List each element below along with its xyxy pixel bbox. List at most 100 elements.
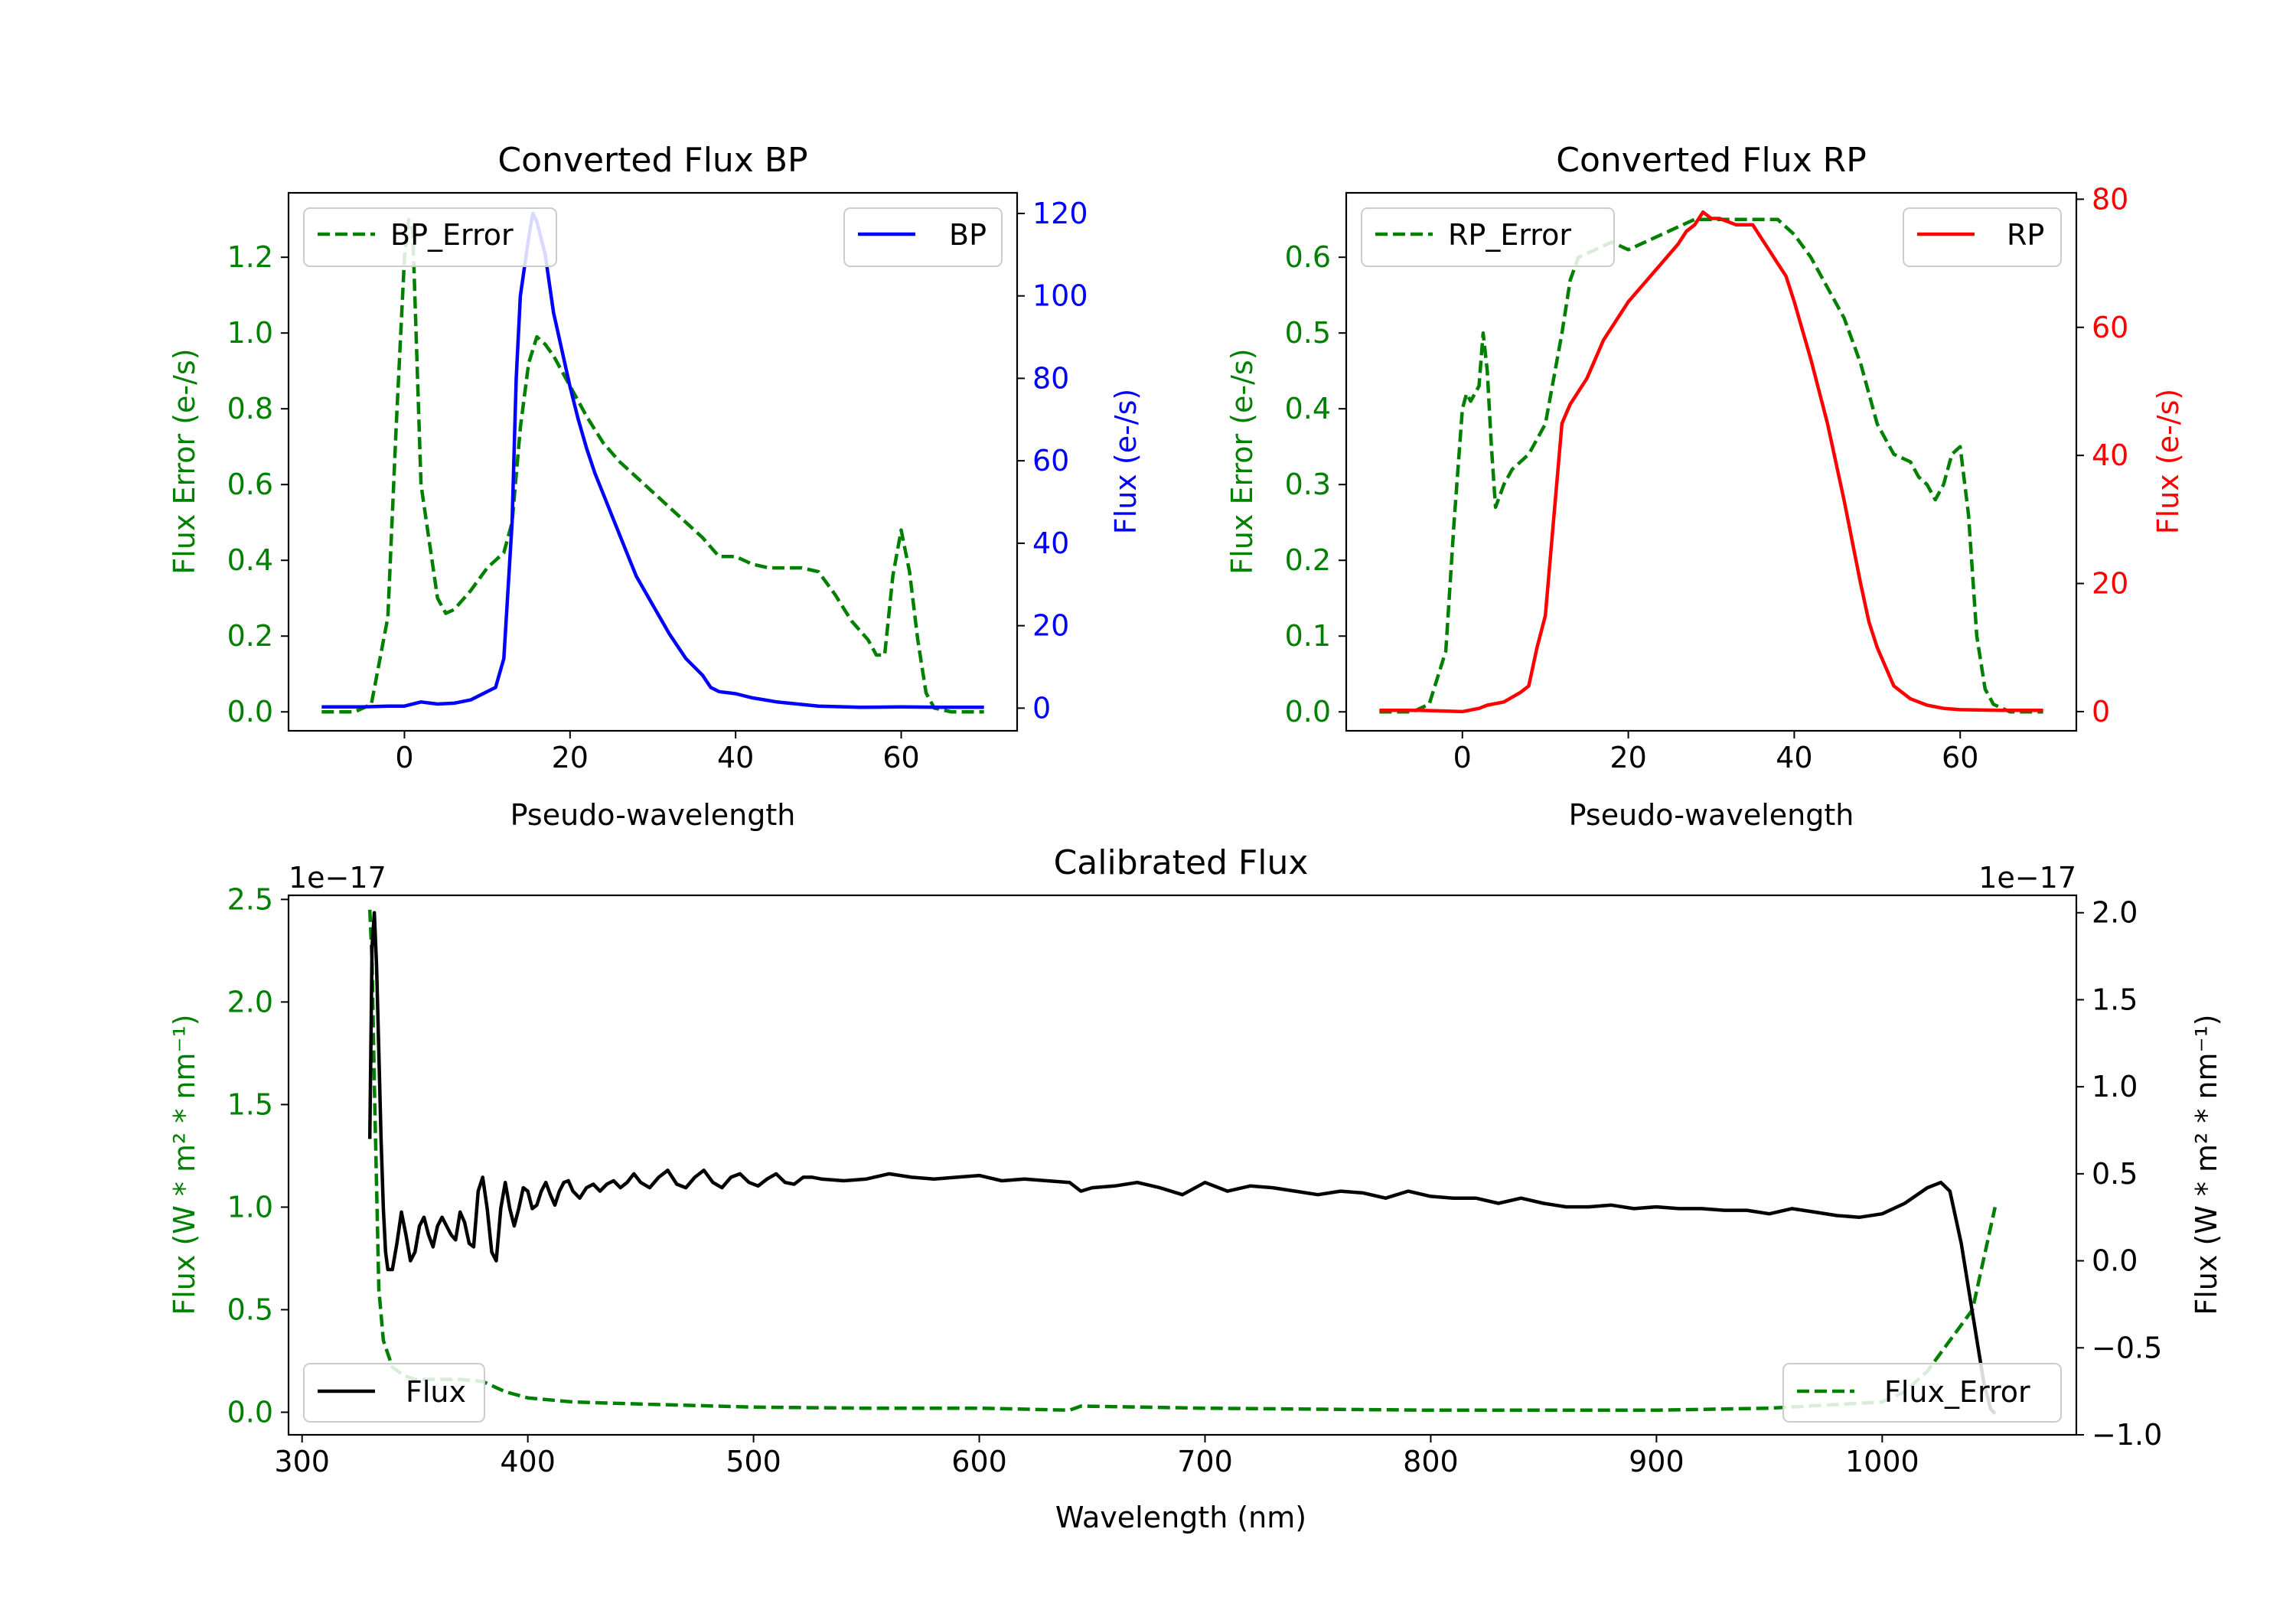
calibrated-axes-frame bbox=[287, 894, 2078, 1436]
rp-legend-flux-label: RP bbox=[2007, 218, 2044, 252]
rp-left-tick-label: 0.2 bbox=[1285, 543, 1331, 577]
calibrated-legend-error: Flux_Error bbox=[1782, 1363, 2062, 1423]
calibrated-plot-body bbox=[367, 909, 1997, 1416]
cal-x-tick-label: 900 bbox=[1629, 1445, 1684, 1478]
bp-series-bp bbox=[321, 211, 984, 709]
rp-right-axis-label: Flux (e-/s) bbox=[2151, 389, 2185, 534]
rp-right-tick-label: 60 bbox=[2092, 311, 2128, 344]
rp-left-tick-label: 0.3 bbox=[1285, 468, 1331, 501]
bp-right-tick-label: 120 bbox=[1032, 197, 1088, 230]
calibrated-legend-flux-label: Flux bbox=[406, 1375, 466, 1409]
cal-series-flux-error bbox=[367, 909, 1997, 1413]
bp-right-axis-label: Flux (e-/s) bbox=[1109, 389, 1143, 534]
rp-x-axis: 0 20 40 60 bbox=[1453, 731, 1978, 774]
cal-left-tick-label: 2.0 bbox=[227, 985, 273, 1019]
rp-right-axis: 0 20 40 60 80 bbox=[2076, 182, 2128, 729]
cal-x-tick-label: 400 bbox=[500, 1445, 556, 1478]
cal-right-tick-label: −1.0 bbox=[2092, 1418, 2162, 1452]
bp-plot-body bbox=[321, 211, 984, 714]
bp-x-tick-label: 0 bbox=[395, 741, 413, 774]
rp-panel: Converted Flux RP 0.00.10.20.30.40.50.6 … bbox=[1225, 141, 2185, 832]
rp-right-tick-label: 80 bbox=[2092, 182, 2128, 216]
rp-left-tick-label: 0.4 bbox=[1285, 392, 1331, 425]
bp-x-label: Pseudo-wavelength bbox=[510, 798, 796, 832]
cal-left-tick-label: 1.0 bbox=[227, 1190, 273, 1224]
bp-right-axis: 0 20 40 60 80 100 120 bbox=[1017, 197, 1088, 725]
cal-series-flux bbox=[367, 911, 1997, 1416]
rp-x-label: Pseudo-wavelength bbox=[1569, 798, 1854, 832]
rp-x-tick-label: 40 bbox=[1776, 741, 1812, 774]
calibrated-right-axis: −1.0 −0.5 0.0 0.5 1.0 1.5 2.0 bbox=[2076, 896, 2162, 1452]
rp-legend-error-label: RP_Error bbox=[1448, 218, 1571, 252]
cal-x-tick-label: 300 bbox=[274, 1445, 330, 1478]
cal-right-tick-label: −0.5 bbox=[2092, 1331, 2162, 1364]
bp-panel: Converted Flux BP 0.00.20.40.60.81.01.2 … bbox=[168, 141, 1143, 832]
calibrated-title: Calibrated Flux bbox=[1054, 843, 1309, 882]
calibrated-right-offset: 1e−17 bbox=[1978, 861, 2076, 895]
cal-right-tick-label: 2.0 bbox=[2092, 896, 2138, 930]
rp-left-tick-label: 0.1 bbox=[1285, 619, 1331, 653]
rp-left-tick-label: 0.5 bbox=[1285, 316, 1331, 350]
rp-left-axis: 0.0 0.1 0.2 0.3 0.4 0.5 0.6 bbox=[1285, 240, 1346, 729]
rp-legend-error: RP_Error bbox=[1361, 207, 1615, 267]
calibrated-legend-flux: Flux bbox=[303, 1363, 485, 1423]
bp-x-axis: 0 20 40 60 bbox=[395, 731, 920, 774]
cal-x-tick-label: 800 bbox=[1403, 1445, 1459, 1478]
rp-axes-frame bbox=[1345, 191, 2078, 732]
bp-right-tick-label: 40 bbox=[1032, 526, 1069, 560]
calibrated-left-offset: 1e−17 bbox=[289, 861, 386, 895]
bp-legend-error: BP_Error bbox=[303, 207, 557, 267]
bp-left-tick-label: 0.6 bbox=[227, 468, 273, 501]
bp-left-axis: 0.0 0.2 0.4 0.6 0.8 1.0 1.2 bbox=[227, 240, 289, 729]
rp-legend-flux: RP bbox=[1903, 207, 2062, 267]
bp-x-tick-label: 20 bbox=[552, 741, 589, 774]
bp-left-tick-label: 0.4 bbox=[227, 543, 273, 577]
rp-plot-body bbox=[1379, 210, 2043, 714]
bp-left-tick-label: 0.0 bbox=[227, 695, 273, 729]
rp-left-tick-label: 0.6 bbox=[1285, 240, 1331, 274]
cal-x-tick-label: 600 bbox=[951, 1445, 1007, 1478]
bp-left-tick-label: 1.0 bbox=[227, 316, 273, 350]
rp-left-axis-label: Flux Error (e-/s) bbox=[1225, 348, 1259, 574]
cal-right-tick-label: 1.5 bbox=[2092, 983, 2138, 1016]
bp-axes-frame bbox=[287, 191, 1019, 732]
rp-series-rp-error bbox=[1379, 217, 2043, 714]
cal-right-tick-label: 0.5 bbox=[2092, 1157, 2138, 1191]
rp-left-tick-label: 0.0 bbox=[1285, 695, 1331, 729]
rp-right-tick-label: 40 bbox=[2092, 438, 2128, 472]
bp-left-tick-label: 0.2 bbox=[227, 619, 273, 653]
cal-right-tick-label: 0.0 bbox=[2092, 1244, 2138, 1278]
bp-left-axis-label: Flux Error (e-/s) bbox=[168, 348, 201, 574]
bp-left-tick-label: 0.8 bbox=[227, 392, 273, 425]
cal-right-tick-label: 1.0 bbox=[2092, 1070, 2138, 1103]
bp-right-tick-label: 100 bbox=[1032, 279, 1088, 313]
cal-left-tick-label: 0.5 bbox=[227, 1292, 273, 1326]
bp-legend-flux: BP bbox=[843, 207, 1003, 267]
cal-x-tick-label: 1000 bbox=[1845, 1445, 1919, 1478]
bp-legend-error-label: BP_Error bbox=[390, 218, 514, 252]
bp-series-bp-error bbox=[321, 217, 984, 714]
cal-left-tick-label: 1.5 bbox=[227, 1087, 273, 1121]
calibrated-x-axis: 300 400 500 600 700 800 900 1000 bbox=[274, 1435, 1919, 1478]
rp-right-tick-label: 0 bbox=[2092, 695, 2110, 729]
cal-x-tick-label: 500 bbox=[726, 1445, 781, 1478]
cal-left-tick-label: 2.5 bbox=[227, 882, 273, 916]
calibrated-panel: Calibrated Flux 1e−17 1e−17 0.0 0.5 1.0 1.5… bbox=[168, 843, 2223, 1534]
rp-series-rp bbox=[1379, 210, 2043, 714]
calibrated-right-axis-label: Flux (W * m² * nm⁻¹) bbox=[2190, 1014, 2223, 1315]
bp-left-tick-label: 1.2 bbox=[227, 240, 273, 274]
cal-left-tick-label: 0.0 bbox=[227, 1396, 273, 1429]
bp-right-tick-label: 80 bbox=[1032, 361, 1069, 395]
bp-x-tick-label: 60 bbox=[882, 741, 919, 774]
bp-right-tick-label: 0 bbox=[1032, 691, 1051, 725]
rp-right-tick-label: 20 bbox=[2092, 567, 2128, 601]
bp-right-tick-label: 60 bbox=[1032, 444, 1069, 478]
calibrated-x-label: Wavelength (nm) bbox=[1055, 1501, 1306, 1534]
calibrated-legend-error-label: Flux_Error bbox=[1884, 1375, 2030, 1409]
bp-right-tick-label: 20 bbox=[1032, 609, 1069, 643]
calibrated-left-axis: 0.0 0.5 1.0 1.5 2.0 2.5 bbox=[227, 882, 289, 1429]
rp-x-tick-label: 20 bbox=[1609, 741, 1646, 774]
rp-x-tick-label: 60 bbox=[1942, 741, 1978, 774]
bp-legend-flux-label: BP bbox=[949, 218, 987, 252]
